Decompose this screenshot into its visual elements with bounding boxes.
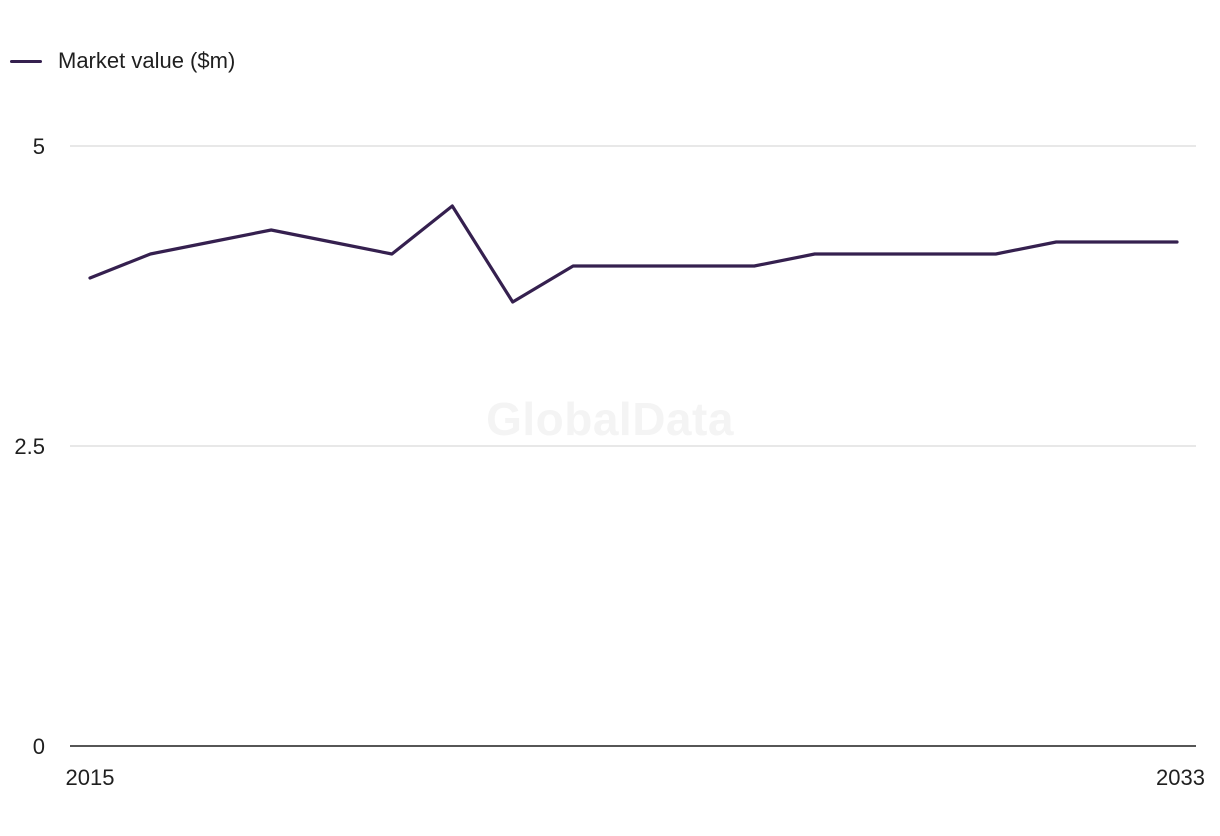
x-axis-labels: 2015 2033 xyxy=(66,765,1205,790)
series-line xyxy=(88,204,1179,304)
legend-swatch xyxy=(10,59,42,63)
x-tick-label: 2015 xyxy=(66,765,115,790)
watermark: GlobalData xyxy=(486,393,734,445)
x-tick-label: 2033 xyxy=(1156,765,1205,790)
y-tick-label: 0 xyxy=(33,734,45,759)
gridlines xyxy=(70,145,1196,747)
chart-legend: Market value ($m) xyxy=(10,46,235,76)
legend-label: Market value ($m) xyxy=(58,48,236,73)
y-axis-labels: 02.55 xyxy=(14,134,45,759)
y-tick-label: 2.5 xyxy=(14,434,45,459)
series-layer xyxy=(88,204,1179,304)
y-tick-label: 5 xyxy=(33,134,45,159)
